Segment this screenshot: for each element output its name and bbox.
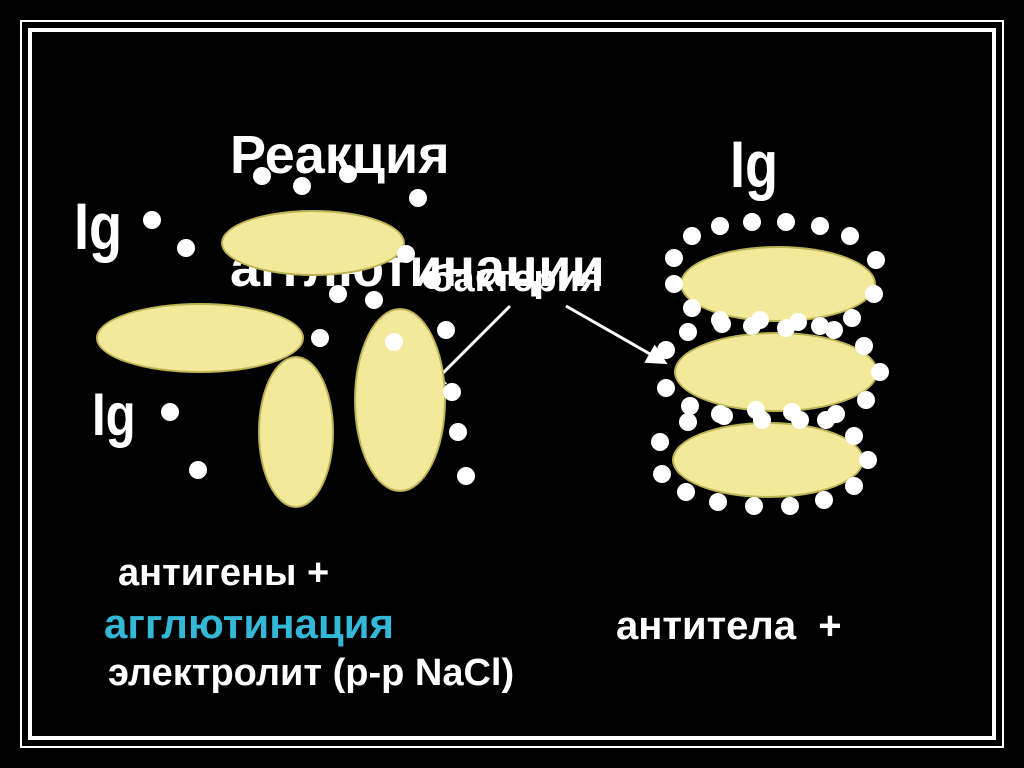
antibody-right xyxy=(665,275,683,293)
bacterium-left xyxy=(258,356,334,508)
antibody-left xyxy=(443,383,461,401)
antibody-right xyxy=(857,391,875,409)
antibody-right xyxy=(651,433,669,451)
shapes-layer xyxy=(0,0,1024,768)
antibody-right xyxy=(683,299,701,317)
antibody-right xyxy=(843,309,861,327)
antibody-right xyxy=(859,451,877,469)
antibody-right xyxy=(855,337,873,355)
antibody-right xyxy=(711,217,729,235)
antibody-right xyxy=(713,315,731,333)
antibody-right xyxy=(677,483,695,501)
antibody-left xyxy=(253,167,271,185)
antibody-left xyxy=(143,211,161,229)
antibody-right xyxy=(841,227,859,245)
antibody-right xyxy=(845,427,863,445)
antibody-right xyxy=(657,341,675,359)
diagram-stage: Реакция агглютинации Ig Ig Ig бактерия а… xyxy=(0,0,1024,768)
antibody-right xyxy=(679,413,697,431)
antibody-left xyxy=(457,467,475,485)
antibody-left xyxy=(329,285,347,303)
antibody-left xyxy=(397,245,415,263)
antibody-right xyxy=(865,285,883,303)
antibody-right xyxy=(845,477,863,495)
antibody-left xyxy=(449,423,467,441)
antibody-left xyxy=(189,461,207,479)
antibody-right xyxy=(743,213,761,231)
antibody-left xyxy=(409,189,427,207)
antibody-right xyxy=(711,405,729,423)
antibody-left xyxy=(339,165,357,183)
antibody-right xyxy=(653,465,671,483)
antibody-right xyxy=(789,313,807,331)
antibody-right xyxy=(781,497,799,515)
antibody-left xyxy=(365,291,383,309)
antibody-right xyxy=(825,321,843,339)
antibody-right xyxy=(683,227,701,245)
antibody-right xyxy=(777,213,795,231)
bacterium-left xyxy=(221,210,405,276)
antibody-right xyxy=(871,363,889,381)
antibody-right xyxy=(811,217,829,235)
antibody-left xyxy=(177,239,195,257)
antibody-left xyxy=(385,333,403,351)
antibody-right xyxy=(657,379,675,397)
antibody-left xyxy=(293,177,311,195)
antibody-left xyxy=(437,321,455,339)
bacterium-right xyxy=(672,422,864,498)
antibody-right xyxy=(745,497,763,515)
antibody-right xyxy=(751,311,769,329)
antibody-left xyxy=(161,403,179,421)
antibody-right xyxy=(817,411,835,429)
antibody-right xyxy=(867,251,885,269)
antibody-right xyxy=(783,403,801,421)
antibody-right xyxy=(665,249,683,267)
bacterium-right xyxy=(674,332,878,412)
antibody-right xyxy=(815,491,833,509)
antibody-left xyxy=(423,271,441,289)
antibody-right xyxy=(747,401,765,419)
bacterium-left xyxy=(96,303,304,373)
antibody-right xyxy=(679,323,697,341)
antibody-left xyxy=(311,329,329,347)
antibody-right xyxy=(709,493,727,511)
